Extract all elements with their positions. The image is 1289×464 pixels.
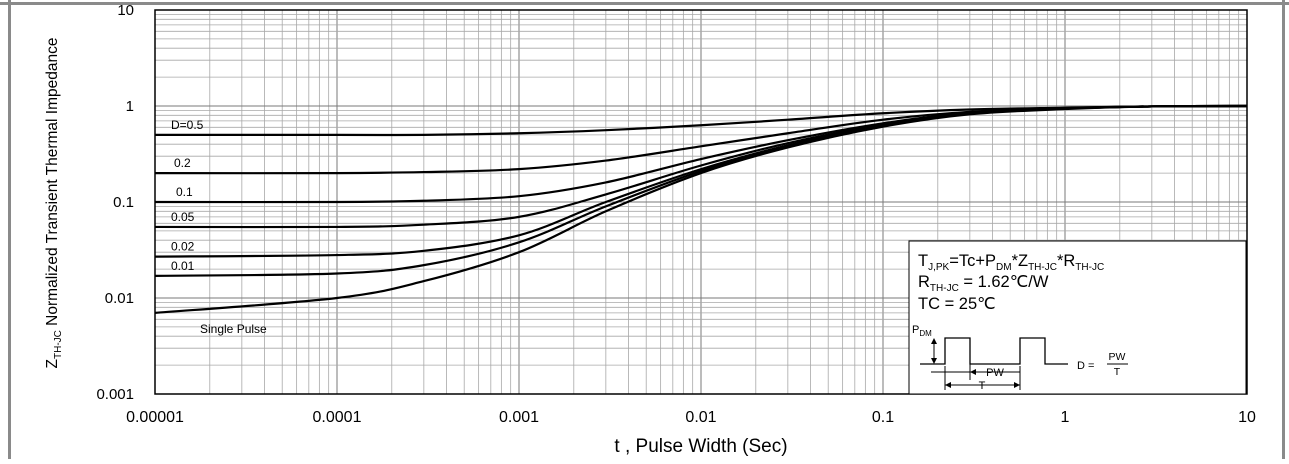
y-tick-label: 0.001 [96, 386, 134, 403]
pulse-waveform [920, 337, 1068, 365]
series-line-6 [154, 104, 1248, 314]
x-axis-label: t , Pulse Width (Sec) [614, 436, 787, 457]
duty-cycle-denominator: T [1114, 366, 1121, 378]
pdm-arrow-head-bottom [931, 358, 937, 364]
x-tick-label: 0.0001 [313, 409, 362, 426]
series-labels: D=0.5 0.2 0.1 0.05 0.02 0.01 Single Pulse [171, 118, 267, 336]
period-arrow-head-left [945, 382, 951, 388]
y-tick-label: 1 [126, 98, 134, 115]
period-label: T [979, 380, 986, 392]
y-axis-label: ZTH-JC Normalized Transient Thermal Impe… [44, 38, 64, 369]
pdm-label: PDM [912, 324, 932, 338]
series-label: 0.1 [176, 185, 193, 199]
series-label: D=0.5 [171, 118, 204, 132]
x-tick-label: 0.01 [685, 409, 716, 426]
x-tick-label: 0.001 [499, 409, 539, 426]
x-tick-label: 0.00001 [126, 409, 184, 426]
series-lines [154, 104, 1248, 314]
y-tick-label: 0.1 [113, 194, 134, 211]
series-label: 0.01 [171, 259, 195, 273]
plot-frame [154, 9, 1248, 395]
x-tick-labels: 0.00001 0.0001 0.001 0.01 0.1 1 10 [126, 409, 1256, 426]
x-tick-label: 10 [1238, 409, 1256, 426]
pw-label: PW [986, 367, 1004, 379]
annotation-box: TJ,PK=Tc+PDM*ZTH-JC*RTH-JC RTH-JC = 1.62… [908, 240, 1247, 395]
series-label: 0.05 [171, 210, 195, 224]
y-tick-label: 0.01 [105, 290, 134, 307]
pw-arrow-head [970, 369, 976, 375]
x-tick-label: 1 [1061, 409, 1070, 426]
x-tick-label: 0.1 [872, 409, 894, 426]
series-label: 0.02 [171, 240, 195, 254]
duty-cycle-numerator: PW [1109, 351, 1126, 363]
annotation-formula: TJ,PK=Tc+PDM*ZTH-JC*RTH-JC [918, 252, 1104, 273]
series-label: 0.2 [174, 156, 191, 170]
duty-cycle-lhs: D = [1077, 360, 1094, 372]
annotation-background [908, 240, 1247, 395]
series-label: Single Pulse [200, 322, 267, 336]
annotation-rth: RTH-JC = 1.62℃/W [918, 273, 1049, 294]
y-tick-labels: 0.001 0.01 0.1 1 10 [96, 2, 134, 403]
y-tick-label: 10 [117, 2, 134, 19]
annotation-tc: TC = 25℃ [918, 295, 996, 313]
pdm-arrow-head-top [931, 338, 937, 344]
period-arrow-head-right [1014, 382, 1020, 388]
